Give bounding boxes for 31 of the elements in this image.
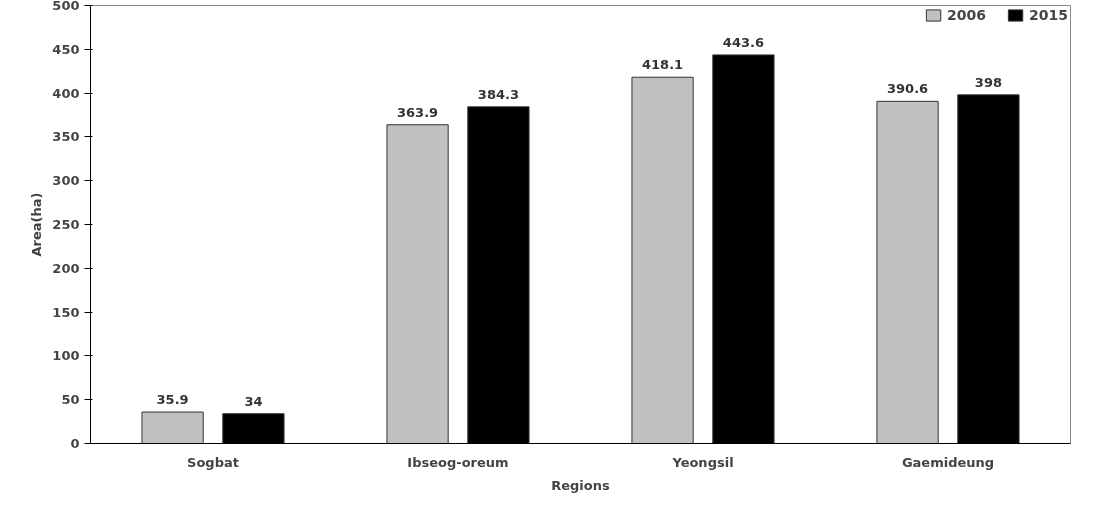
y-tick-label: 150 bbox=[52, 304, 80, 320]
y-tick-label: 300 bbox=[52, 173, 80, 189]
x-axis-title: Regions bbox=[551, 477, 611, 493]
x-tick-label: Sogbat bbox=[187, 454, 239, 470]
y-tick-label: 50 bbox=[61, 392, 80, 408]
data-label: 363.9 bbox=[397, 104, 439, 120]
data-label: 443.6 bbox=[722, 34, 764, 50]
x-tick-label: Yeongsil bbox=[671, 454, 734, 470]
bar bbox=[876, 100, 939, 444]
y-tick-label: 350 bbox=[52, 129, 80, 145]
legend-label: 2015 bbox=[1029, 7, 1068, 23]
data-label: 398 bbox=[974, 74, 1002, 90]
legend-label: 2006 bbox=[947, 7, 987, 23]
x-tick-label: Ibseog-oreum bbox=[407, 454, 509, 470]
data-label: 35.9 bbox=[156, 392, 189, 408]
y-tick-label: 100 bbox=[52, 348, 80, 364]
y-tick-label: 450 bbox=[52, 41, 80, 57]
y-tick-label: 500 bbox=[52, 0, 80, 13]
data-label: 384.3 bbox=[477, 86, 519, 102]
data-label: 390.6 bbox=[887, 81, 929, 97]
y-tick-label: 200 bbox=[52, 260, 80, 276]
y-tick-label: 0 bbox=[70, 436, 80, 451]
x-tick-label: Gaemideung bbox=[901, 454, 995, 470]
y-tick-label: 250 bbox=[52, 217, 80, 232]
bar bbox=[386, 124, 449, 444]
bar bbox=[141, 411, 204, 444]
y-axis-title: Area(ha) bbox=[29, 192, 45, 257]
data-label: 34 bbox=[244, 393, 263, 409]
bar bbox=[631, 76, 694, 444]
y-tick-label: 400 bbox=[52, 85, 80, 101]
data-label: 418.1 bbox=[642, 57, 684, 73]
